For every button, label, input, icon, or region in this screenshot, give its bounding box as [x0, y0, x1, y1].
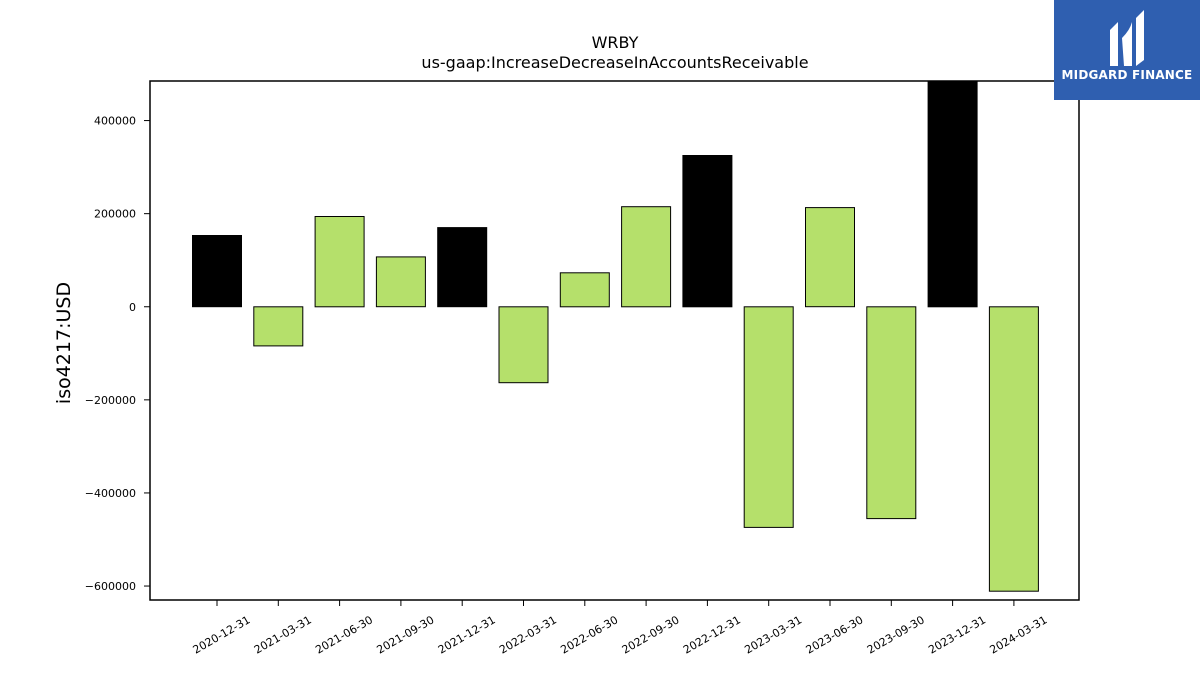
bar-2022-12-31 [682, 155, 733, 308]
y-tick-label: 0 [129, 301, 136, 314]
x-tick-label: 2021-03-31 [252, 613, 314, 656]
x-tick-label: 2023-09-30 [865, 613, 927, 656]
y-axis-label: iso4217:USD [53, 282, 75, 404]
y-tick-label: 400000 [94, 115, 136, 128]
midgard-logo-icon [1110, 10, 1144, 66]
bar-2022-06-30 [559, 272, 610, 308]
x-tick-label: 2022-03-31 [497, 613, 559, 656]
y-tick-label: −600000 [85, 580, 136, 593]
bars-group [192, 80, 1039, 592]
bar-2023-09-30 [866, 306, 917, 520]
y-tick-label: 200000 [94, 208, 136, 221]
x-tick-label: 2021-09-30 [375, 613, 437, 656]
x-tick-label: 2022-09-30 [620, 613, 682, 656]
y-tick-label: −400000 [85, 487, 136, 500]
bar-2020-12-31 [192, 235, 242, 308]
bar-2021-12-31 [437, 227, 488, 308]
y-ticks-group: 400000 200000 0 −200000 −400000 −600000 [85, 115, 150, 593]
x-tick-label: 2023-06-30 [804, 613, 866, 656]
x-tick-label: 2020-12-31 [191, 613, 253, 656]
bar-2021-09-30 [375, 256, 426, 308]
x-tick-label: 2023-03-31 [742, 613, 804, 656]
x-ticks-group: 2020-12-31 2021-03-31 2021-06-30 2021-09-30… [191, 600, 1050, 657]
chart-title: WRBY [592, 33, 639, 52]
x-tick-label: 2021-12-31 [436, 613, 498, 656]
plot-frame [149, 80, 1080, 601]
x-tick-label: 2022-06-30 [558, 613, 620, 656]
bar-2022-09-30 [621, 206, 672, 308]
bar-2021-06-30 [314, 216, 365, 308]
x-tick-label: 2024-03-31 [988, 613, 1050, 656]
chart-subtitle: us-gaap:IncreaseDecreaseInAccountsReceiv… [421, 53, 808, 72]
y-tick-label: −200000 [85, 394, 136, 407]
bar-2024-03-31 [988, 306, 1039, 592]
bar-2023-06-30 [805, 207, 855, 308]
brand-name: MIDGARD FINANCE [1061, 68, 1193, 82]
bar-2023-03-31 [743, 306, 794, 528]
bar-2022-03-31 [498, 306, 549, 384]
x-tick-label: 2021-06-30 [313, 613, 375, 656]
x-tick-label: 2023-12-31 [926, 613, 988, 656]
bar-2021-03-31 [253, 306, 304, 347]
brand-logo: MIDGARD FINANCE [1054, 0, 1200, 100]
bar-2023-12-31 [927, 80, 978, 308]
x-tick-label: 2022-12-31 [681, 613, 743, 656]
